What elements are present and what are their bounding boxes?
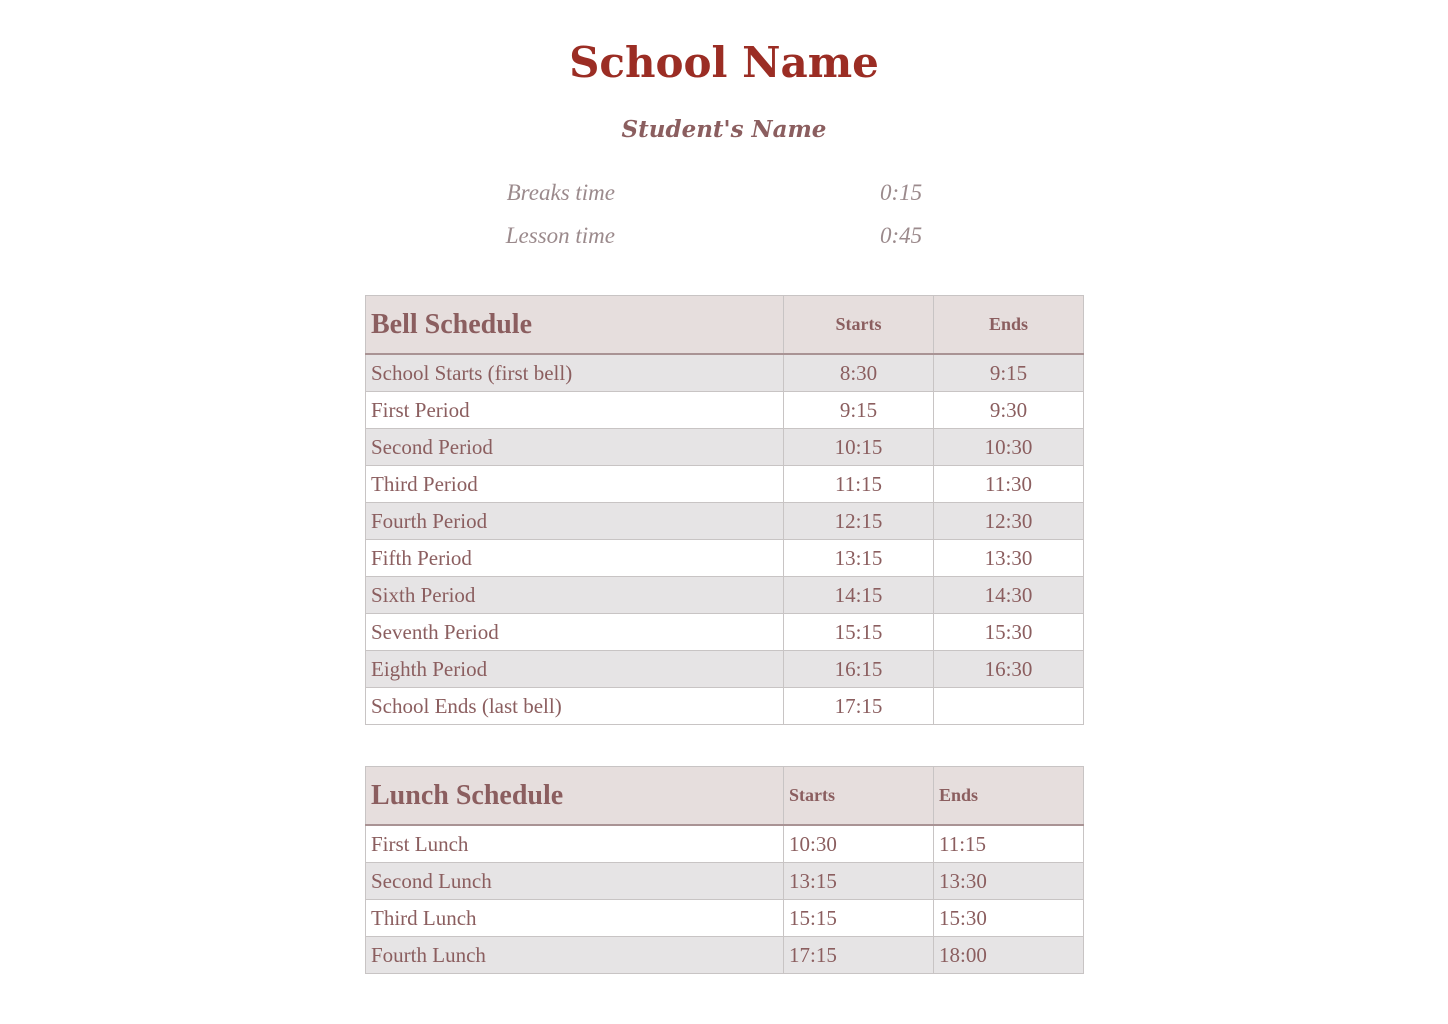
cell-start[interactable]: 9:15 <box>783 391 934 429</box>
breaks-time-label: Breaks time <box>506 180 615 205</box>
cell-start[interactable]: 8:30 <box>783 353 934 392</box>
cell-name[interactable]: Seventh Period <box>365 613 784 651</box>
cell-start[interactable]: 15:15 <box>783 613 934 651</box>
cell-start[interactable]: 12:15 <box>783 502 934 540</box>
cell-end[interactable]: 10:30 <box>933 428 1084 466</box>
cell-name[interactable]: Fifth Period <box>365 539 784 577</box>
table-row: Seventh Period 15:15 15:30 <box>365 613 1084 651</box>
table-row: Sixth Period 14:15 14:30 <box>365 576 1084 614</box>
table-row: Second Period 10:15 10:30 <box>365 428 1084 466</box>
table-row: Third Lunch 15:15 15:30 <box>365 899 1084 937</box>
cell-name[interactable]: Fourth Period <box>365 502 784 540</box>
cell-start[interactable]: 17:15 <box>783 936 934 974</box>
lesson-time-value[interactable]: 0:45 <box>880 223 923 248</box>
ends-header: Ends <box>933 766 1084 826</box>
lesson-time-row: Lesson time 0:45 <box>400 223 960 253</box>
starts-header: Starts <box>783 295 934 355</box>
breaks-time-value[interactable]: 0:15 <box>880 180 923 205</box>
breaks-time-row: Breaks time 0:15 <box>400 180 960 210</box>
cell-name[interactable]: Second Lunch <box>365 862 784 900</box>
cell-end[interactable]: 12:30 <box>933 502 1084 540</box>
cell-end[interactable]: 9:15 <box>933 353 1084 392</box>
cell-end[interactable]: 18:00 <box>933 936 1084 974</box>
cell-end[interactable]: 11:30 <box>933 465 1084 503</box>
cell-end[interactable]: 14:30 <box>933 576 1084 614</box>
cell-end[interactable]: 13:30 <box>933 862 1084 900</box>
cell-end[interactable] <box>933 687 1084 725</box>
table-row: School Ends (last bell) 17:15 <box>365 687 1084 725</box>
school-name-title: School Name <box>569 38 879 87</box>
cell-start[interactable]: 14:15 <box>783 576 934 614</box>
cell-name[interactable]: Third Period <box>365 465 784 503</box>
cell-start[interactable]: 11:15 <box>783 465 934 503</box>
lesson-time-label: Lesson time <box>505 223 615 248</box>
bell-schedule-heading: Bell Schedule <box>365 295 784 355</box>
bell-schedule-table: Bell Schedule Starts Ends School Starts … <box>365 295 1084 725</box>
cell-name[interactable]: Fourth Lunch <box>365 936 784 974</box>
cell-name[interactable]: Sixth Period <box>365 576 784 614</box>
table-row: First Lunch 10:30 11:15 <box>365 824 1084 863</box>
cell-name[interactable]: School Ends (last bell) <box>365 687 784 725</box>
cell-name[interactable]: Second Period <box>365 428 784 466</box>
table-row: Eighth Period 16:15 16:30 <box>365 650 1084 688</box>
cell-name[interactable]: School Starts (first bell) <box>365 353 784 392</box>
cell-end[interactable]: 9:30 <box>933 391 1084 429</box>
cell-end[interactable]: 13:30 <box>933 539 1084 577</box>
cell-name[interactable]: Third Lunch <box>365 899 784 937</box>
cell-start[interactable]: 16:15 <box>783 650 934 688</box>
table-row: Fourth Period 12:15 12:30 <box>365 502 1084 540</box>
table-row: Second Lunch 13:15 13:30 <box>365 862 1084 900</box>
table-row: Fourth Lunch 17:15 18:00 <box>365 936 1084 974</box>
cell-start[interactable]: 17:15 <box>783 687 934 725</box>
cell-start[interactable]: 15:15 <box>783 899 934 937</box>
cell-start[interactable]: 10:30 <box>783 824 934 863</box>
lunch-schedule-heading: Lunch Schedule <box>365 766 784 826</box>
cell-start[interactable]: 13:15 <box>783 539 934 577</box>
ends-header: Ends <box>933 295 1084 355</box>
table-row: First Period 9:15 9:30 <box>365 391 1084 429</box>
cell-end[interactable]: 15:30 <box>933 899 1084 937</box>
lunch-schedule-table: Lunch Schedule Starts Ends First Lunch 10… <box>365 766 1084 974</box>
cell-start[interactable]: 10:15 <box>783 428 934 466</box>
cell-end[interactable]: 16:30 <box>933 650 1084 688</box>
cell-name[interactable]: First Period <box>365 391 784 429</box>
cell-end[interactable]: 15:30 <box>933 613 1084 651</box>
table-row: School Starts (first bell) 8:30 9:15 <box>365 353 1084 392</box>
cell-start[interactable]: 13:15 <box>783 862 934 900</box>
student-name: Student's Name <box>621 116 827 143</box>
cell-name[interactable]: Eighth Period <box>365 650 784 688</box>
table-row: Fifth Period 13:15 13:30 <box>365 539 1084 577</box>
cell-name[interactable]: First Lunch <box>365 824 784 863</box>
table-row: Third Period 11:15 11:30 <box>365 465 1084 503</box>
starts-header: Starts <box>783 766 934 826</box>
cell-end[interactable]: 11:15 <box>933 824 1084 863</box>
